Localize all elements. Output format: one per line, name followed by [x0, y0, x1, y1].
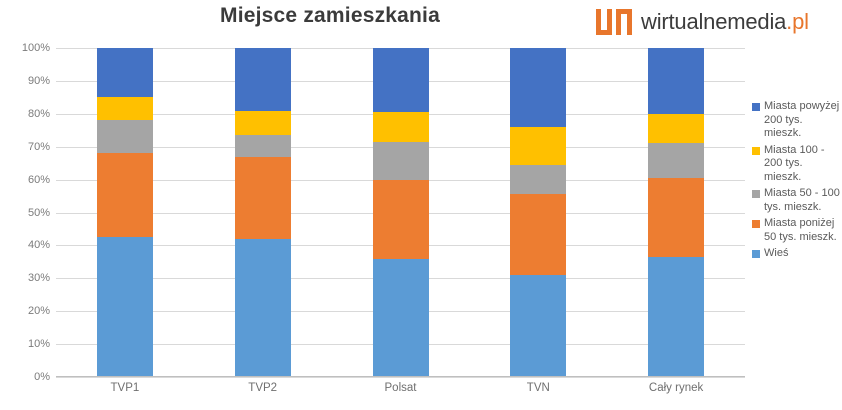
bar-segment[interactable] [373, 141, 429, 180]
bar-segment[interactable] [510, 126, 566, 165]
bar-tvp1[interactable] [97, 48, 153, 377]
bar-segment[interactable] [97, 120, 153, 154]
legend-swatch-icon [752, 146, 760, 155]
y-axis-tick-label: 40% [27, 239, 50, 252]
bar-segment[interactable] [235, 135, 291, 157]
bar-segment[interactable] [510, 194, 566, 276]
legend-item[interactable]: Miasta 50 - 100 tys. mieszk. [752, 187, 840, 214]
legend-item-label: Miasta powyżej 200 tys. mieszk. [764, 100, 840, 139]
bar-segment[interactable] [235, 48, 291, 111]
y-axis-tick-label: 10% [27, 338, 50, 351]
brand-tld: .pl [786, 9, 809, 34]
legend-item-label: Miasta poniżej 50 tys. mieszk. [764, 217, 837, 243]
wm-monogram-icon [596, 7, 632, 37]
bar-segment[interactable] [648, 143, 704, 178]
y-axis-tick-label: 70% [27, 140, 50, 153]
bar-segment[interactable] [97, 237, 153, 377]
bar-tvp2[interactable] [235, 48, 291, 377]
x-axis-tick-label: Cały rynek [648, 382, 704, 394]
x-axis-tick-label: Polsat [384, 382, 417, 394]
bar-segment[interactable] [648, 177, 704, 257]
bar-segment[interactable] [648, 256, 704, 377]
legend-swatch-icon [752, 250, 760, 258]
y-axis-tick-label: 20% [27, 305, 50, 318]
bar-segment[interactable] [648, 113, 704, 144]
plot-area [56, 48, 745, 378]
bar-segment[interactable] [235, 238, 291, 377]
legend-item-label: Miasta 50 - 100 tys. mieszk. [764, 187, 840, 213]
y-axis-tick-label: 30% [27, 272, 50, 285]
y-axis-tick-label: 90% [27, 74, 50, 87]
y-axis-tick-label: 60% [27, 173, 50, 186]
legend-item-label: Wieś [764, 247, 789, 259]
bar-segment[interactable] [510, 48, 566, 127]
legend-item[interactable]: Wieś [752, 247, 840, 261]
legend-swatch-icon [752, 190, 760, 198]
bar-segment[interactable] [97, 153, 153, 238]
bar-cały-rynek[interactable] [648, 48, 704, 377]
bar-segment[interactable] [373, 48, 429, 113]
legend-swatch-icon [752, 103, 760, 111]
bar-segment[interactable] [97, 97, 153, 121]
bar-segment[interactable] [97, 48, 153, 98]
legend-swatch-icon [752, 220, 760, 228]
legend-item[interactable]: Miasta powyżej 200 tys. mieszk. [752, 100, 840, 141]
bar-segment[interactable] [235, 156, 291, 239]
brand-name-text: wirtualnemedia [641, 9, 787, 34]
gridline [56, 377, 745, 378]
x-axis-tick-label: TVP2 [248, 382, 278, 394]
legend-item-label: Miasta 100 - 200 tys. mieszk. [764, 143, 825, 183]
bar-tvn[interactable] [510, 48, 566, 377]
y-axis-tick-label: 80% [27, 107, 50, 120]
bar-segment[interactable] [373, 179, 429, 259]
x-axis-tick-label: TVN [526, 382, 550, 394]
legend-item[interactable]: Miasta poniżej 50 tys. mieszk. [752, 217, 840, 244]
brand-logo: wirtualnemedia.pl [596, 2, 809, 42]
bar-segment[interactable] [235, 110, 291, 136]
chart-legend: Miasta powyżej 200 tys. mieszk. Miasta 10… [752, 100, 840, 264]
bar-polsat[interactable] [373, 48, 429, 377]
bar-segment[interactable] [510, 164, 566, 195]
x-axis-tick-label: TVP1 [110, 382, 140, 394]
bar-segment[interactable] [373, 112, 429, 142]
x-axis-line [56, 376, 745, 377]
brand-name: wirtualnemedia.pl [641, 9, 809, 35]
bar-segment[interactable] [510, 275, 566, 377]
legend-item[interactable]: Miasta 100 - 200 tys. mieszk. [752, 144, 840, 185]
y-axis-tick-label: 0% [34, 371, 50, 383]
y-axis-tick-label: 50% [27, 206, 50, 219]
chart-title: Miejsce zamieszkania [220, 4, 440, 27]
bar-segment[interactable] [648, 48, 704, 114]
y-axis-tick-label: 100% [21, 42, 50, 54]
bar-segment[interactable] [373, 258, 429, 377]
